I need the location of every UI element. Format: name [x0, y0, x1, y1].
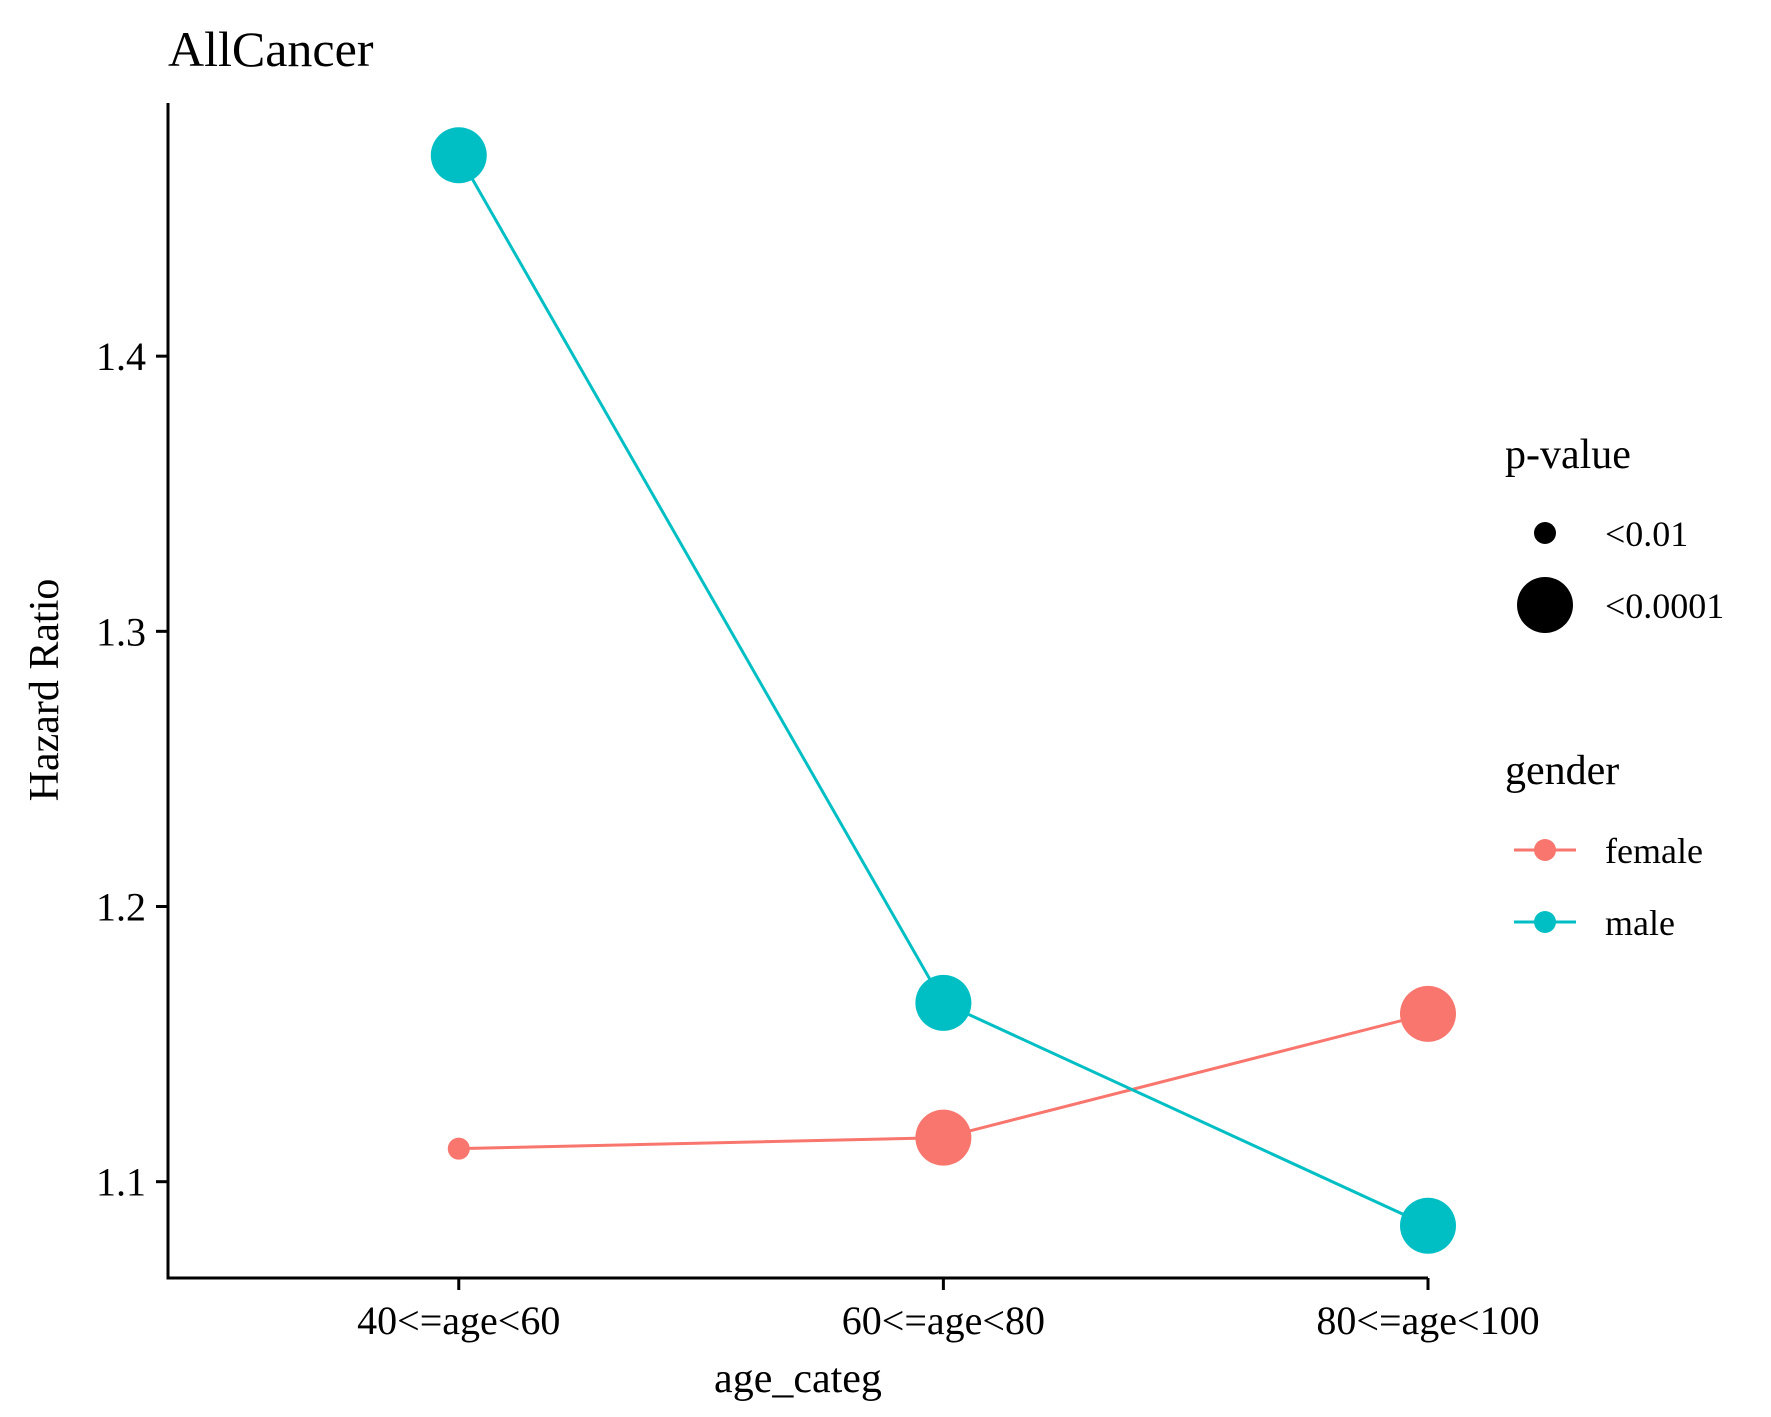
legend-female-label: female	[1605, 831, 1703, 871]
x-tick-label: 40<=age<60	[357, 1298, 560, 1343]
data-point-female	[447, 1137, 470, 1160]
y-tick-label: 1.1	[96, 1160, 146, 1205]
x-axis-ticks: 40<=age<60 60<=age<80 80<=age<100	[357, 1278, 1540, 1343]
data-point-male	[430, 127, 487, 184]
x-tick-label: 60<=age<80	[842, 1298, 1045, 1343]
legend-p-value-title: p-value	[1505, 432, 1631, 478]
legend-male-label: male	[1605, 903, 1675, 943]
data-point-male	[1400, 1197, 1456, 1254]
legend-gender-title: gender	[1505, 748, 1619, 794]
chart-title: AllCancer	[168, 21, 374, 77]
legend-p-value: p-value <0.01 <0.0001	[1505, 432, 1724, 633]
data-point-male	[915, 974, 972, 1031]
plot-area	[430, 127, 1456, 1254]
y-axis-title: Hazard Ratio	[22, 579, 68, 802]
legend-p-value-small-label: <0.01	[1605, 514, 1688, 554]
legend-p-value-small-dot	[1534, 522, 1556, 544]
legend-female-dot	[1534, 839, 1556, 861]
y-tick-label: 1.3	[96, 609, 146, 654]
data-point-female	[1400, 985, 1456, 1042]
data-point-female	[915, 1109, 972, 1166]
x-axis-title: age_categ	[714, 1356, 882, 1402]
x-tick-label: 80<=age<100	[1316, 1298, 1539, 1343]
y-tick-label: 1.4	[96, 334, 146, 379]
legend-p-value-large-dot	[1517, 577, 1573, 633]
y-tick-label: 1.2	[96, 885, 146, 930]
legend-gender: gender female male	[1505, 748, 1703, 943]
legend-p-value-large-label: <0.0001	[1605, 586, 1724, 626]
legend-male-dot	[1534, 911, 1556, 933]
y-axis-ticks: 1.1 1.2 1.3 1.4	[96, 334, 168, 1205]
